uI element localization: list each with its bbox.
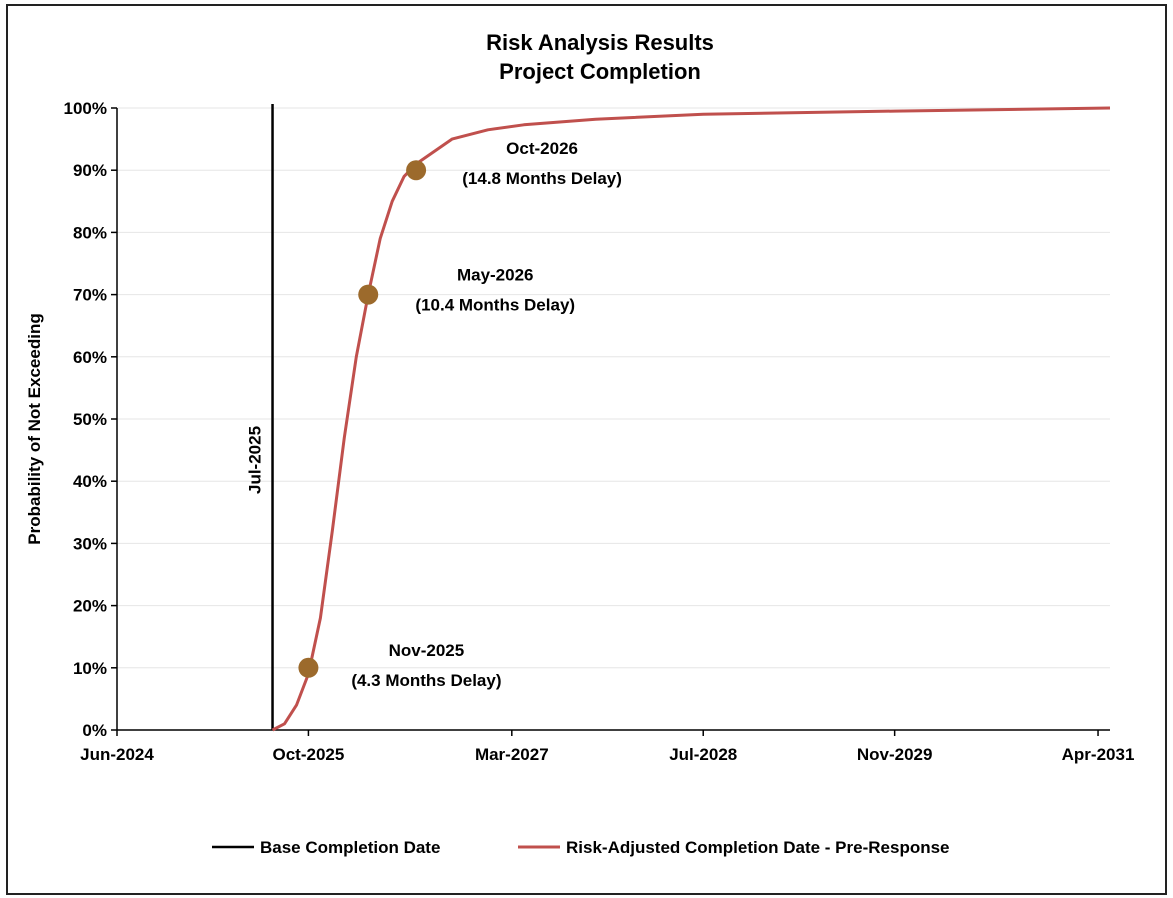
x-tick-label: Oct-2025	[273, 745, 345, 764]
chart-subtitle: Project Completion	[499, 59, 701, 84]
milestone-marker	[298, 657, 319, 678]
milestone-delay-label: (4.3 Months Delay)	[351, 671, 501, 690]
y-tick-label: 10%	[73, 659, 107, 678]
legend-base-label: Base Completion Date	[260, 838, 440, 857]
y-tick-label: 100%	[64, 99, 107, 118]
x-tick-label: Mar-2027	[475, 745, 549, 764]
chart-frame	[6, 4, 1167, 895]
x-tick-label: Apr-2031	[1062, 745, 1135, 764]
x-tick-label: Jun-2024	[80, 745, 154, 764]
milestone-date-label: Oct-2026	[506, 139, 578, 158]
y-tick-label: 20%	[73, 597, 107, 616]
y-tick-label: 30%	[73, 534, 107, 553]
y-tick-label: 60%	[73, 348, 107, 367]
legend-risk-label: Risk-Adjusted Completion Date - Pre-Resp…	[566, 838, 950, 857]
milestone-marker	[406, 160, 427, 181]
x-tick-label: Nov-2029	[857, 745, 933, 764]
chart-title: Risk Analysis Results	[486, 30, 714, 55]
y-tick-label: 40%	[73, 472, 107, 491]
milestone-date-label: May-2026	[457, 266, 534, 285]
y-tick-label: 80%	[73, 223, 107, 242]
y-axis-title: Probability of Not Exceeding	[25, 313, 44, 544]
x-tick-label: Jul-2028	[669, 745, 737, 764]
y-tick-label: 50%	[73, 410, 107, 429]
milestone-date-label: Nov-2025	[389, 641, 465, 660]
milestone-delay-label: (14.8 Months Delay)	[462, 169, 622, 188]
milestone-marker	[358, 284, 379, 305]
y-tick-label: 90%	[73, 161, 107, 180]
milestone-delay-label: (10.4 Months Delay)	[415, 296, 575, 315]
y-tick-label: 0%	[82, 721, 107, 740]
base-completion-label: Jul-2025	[246, 426, 265, 494]
y-tick-label: 70%	[73, 286, 107, 305]
